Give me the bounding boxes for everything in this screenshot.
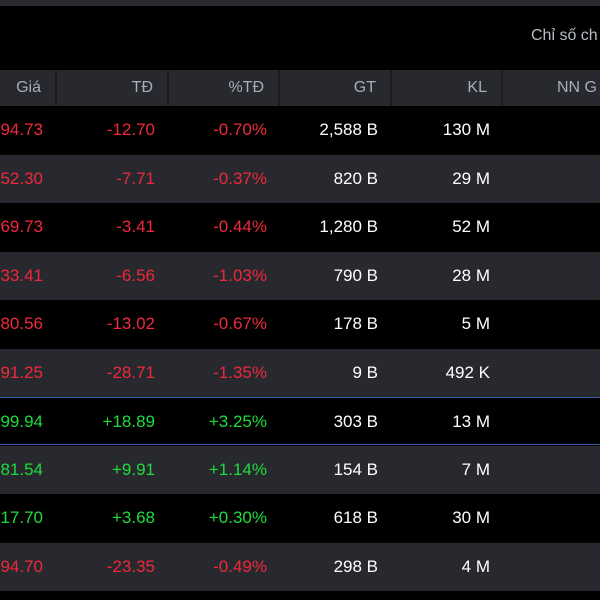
table-row[interactable]: 99.94 +18.89 +3.25% 303 B 13 M [0, 397, 600, 445]
toolbar: Chỉ số ch [0, 6, 600, 70]
cell-change: -3.41 [116, 217, 155, 236]
cell-change-percent: -0.37% [213, 168, 267, 188]
table-row[interactable]: 94.70 -23.35 -0.49% 298 B 4 M [0, 542, 600, 591]
cell-change: +9.91 [111, 459, 155, 479]
cell-price: 81.54 [0, 459, 43, 479]
cell-change-percent: +1.14% [208, 459, 267, 479]
column-header-trade-value[interactable]: GT [280, 70, 392, 106]
cell-change-percent: -0.70% [213, 120, 267, 139]
cell-trade-value: 820 B [333, 168, 378, 188]
cell-change-percent: -0.49% [213, 556, 267, 576]
cell-volume: 5 M [461, 314, 490, 333]
cell-volume: 4 M [461, 556, 490, 576]
cell-price: 52.30 [0, 168, 43, 188]
cell-change-percent: -0.67% [213, 314, 267, 333]
table-row[interactable]: 80.56 -13.02 -0.67% 178 B 5 M [0, 300, 600, 348]
cell-change: -12.70 [106, 120, 155, 139]
cell-price: 94.73 [0, 120, 43, 139]
table-row[interactable]: 69.73 -3.41 -0.44% 1,280 B 52 M [0, 203, 600, 251]
cell-change-percent: -1.03% [213, 265, 267, 285]
cell-volume: 7 M [461, 459, 490, 479]
cell-change: +18.89 [102, 412, 155, 431]
cell-price: 94.70 [0, 556, 43, 576]
cell-trade-value: 9 B [352, 362, 378, 382]
cell-volume: 492 K [445, 362, 490, 382]
table-row[interactable]: 33.41 -6.56 -1.03% 790 B 28 M [0, 251, 600, 300]
cell-volume: 30 M [452, 508, 490, 527]
table-row[interactable]: 17.70 +3.68 +0.30% 618 B 30 M [0, 494, 600, 542]
cell-trade-value: 618 B [333, 508, 378, 527]
cell-change: -7.71 [116, 168, 155, 188]
cell-volume: 28 M [452, 265, 490, 285]
table-row[interactable]: 52.30 -7.71 -0.37% 820 B 29 M [0, 154, 600, 203]
column-header-foreign[interactable]: NN G [557, 79, 597, 96]
column-header-volume[interactable]: KL [392, 70, 503, 106]
cell-volume: 29 M [452, 168, 490, 188]
column-header-change-percent[interactable]: %TĐ [169, 70, 280, 106]
cell-change: -23.35 [106, 556, 155, 576]
cell-change: -6.56 [116, 265, 155, 285]
cell-price: 17.70 [0, 508, 43, 527]
cell-volume: 52 M [452, 217, 490, 236]
cell-volume: 13 M [452, 412, 490, 431]
table-row[interactable]: 94.73 -12.70 -0.70% 2,588 B 130 M [0, 106, 600, 154]
cell-price: 69.73 [0, 217, 43, 236]
cell-volume: 130 M [442, 120, 490, 139]
cell-trade-value: 1,280 B [319, 217, 378, 236]
table-row[interactable]: 81.54 +9.91 +1.14% 154 B 7 M [0, 445, 600, 494]
cell-change-percent: +0.30% [208, 508, 267, 527]
cell-change-percent: -0.44% [213, 217, 267, 236]
market-index-table: Giá TĐ %TĐ GT KL NN G 94.73 -12.70 -0.70% 2… [0, 70, 600, 600]
table-header: Giá TĐ %TĐ GT KL NN G [0, 70, 600, 106]
cell-price: 99.94 [0, 412, 43, 431]
table-row[interactable]: 91.25 -28.71 -1.35% 9 B 492 K [0, 348, 600, 397]
top-bar [0, 0, 600, 6]
index-menu-link[interactable]: Chỉ số ch [531, 27, 598, 44]
cell-trade-value: 303 B [333, 412, 378, 431]
cell-change-percent: +3.25% [208, 412, 267, 431]
cell-change: -28.71 [106, 362, 155, 382]
cell-trade-value: 790 B [333, 265, 378, 285]
cell-price: 33.41 [0, 265, 43, 285]
cell-trade-value: 2,588 B [319, 120, 378, 139]
column-header-price[interactable]: Giá [0, 70, 57, 106]
cell-change: +3.68 [111, 508, 155, 527]
cell-change-percent: -1.35% [213, 362, 267, 382]
cell-price: 80.56 [0, 314, 43, 333]
cell-trade-value: 154 B [333, 459, 378, 479]
cell-trade-value: 298 B [333, 556, 378, 576]
cell-trade-value: 178 B [333, 314, 378, 333]
cell-price: 91.25 [0, 362, 43, 382]
column-header-change[interactable]: TĐ [57, 70, 169, 106]
cell-change: -13.02 [106, 314, 155, 333]
